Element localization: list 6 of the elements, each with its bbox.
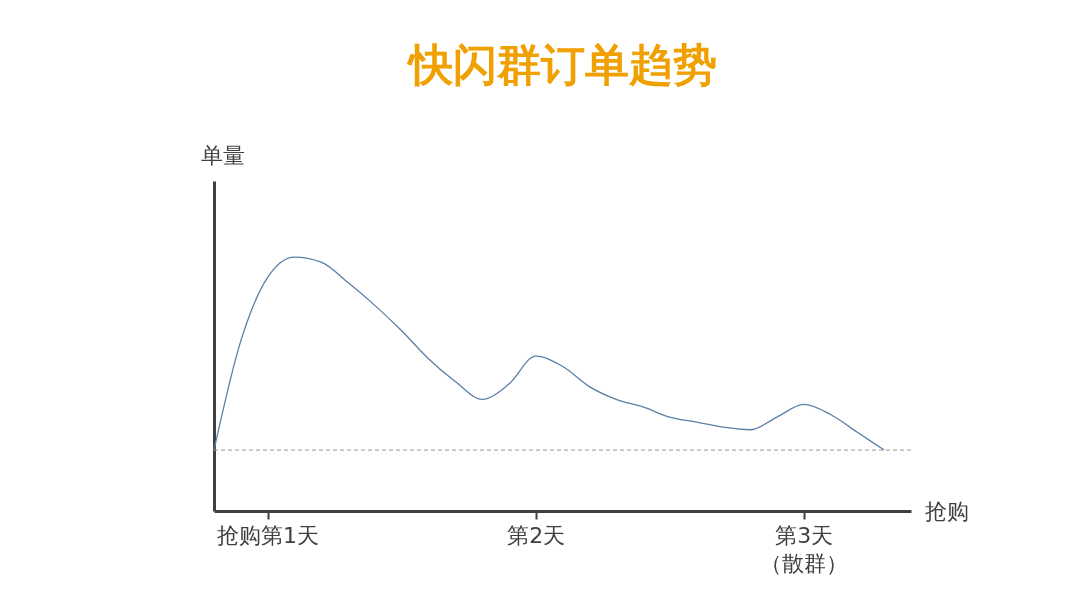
y-axis-title: 单量: [200, 142, 245, 168]
x-tick-label: 抢购第1天: [217, 522, 320, 548]
x-axis-title: 抢购: [924, 498, 969, 524]
x-tick-label: 第2天: [507, 522, 566, 548]
chart-title: 快闪群订单趋势: [405, 39, 717, 90]
x-tick-label: 第3天（散群）: [760, 522, 849, 576]
